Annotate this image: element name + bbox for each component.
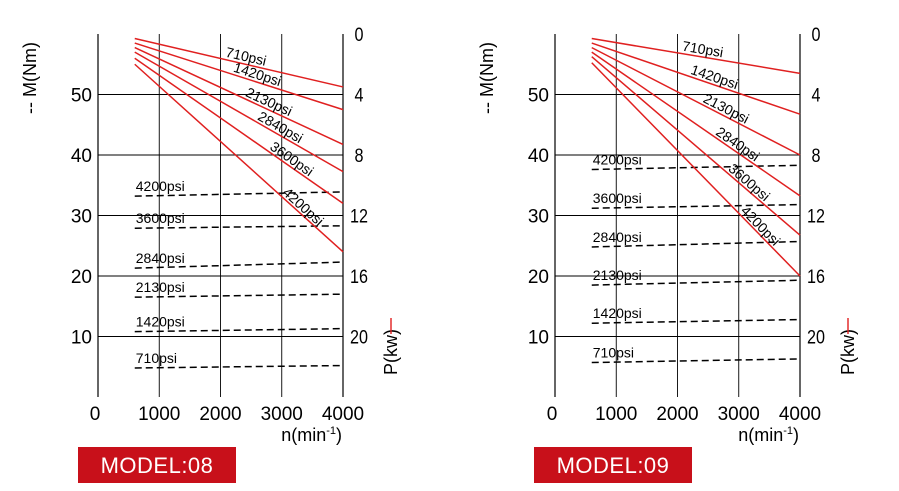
- right-y-tick-label: 8: [355, 145, 364, 167]
- x-tick-label: 0: [90, 404, 101, 425]
- torque-line-label: 3600psi: [593, 190, 642, 206]
- power-line-1420psi: [134, 42, 344, 111]
- left-y-axis-label: -- M(Nm): [477, 42, 497, 114]
- torque-line-4200psi: [134, 191, 344, 197]
- power-line-4200psi: [134, 63, 344, 253]
- y-tick-label: 50: [71, 86, 92, 107]
- torque-line-label: 3600psi: [136, 210, 185, 226]
- chart-panel-2: 10 20 30 40 50 0 4 8 12 16 20 0 1000 2000 3000 4000n(mi…: [477, 24, 858, 483]
- x-axis-label-main: n(min: [738, 425, 783, 445]
- right-y-tick-label: 0: [355, 24, 364, 46]
- right-y-tick-label: 12: [807, 205, 825, 227]
- torque-line-label: 2840psi: [593, 229, 642, 245]
- y-tick-label: 20: [71, 267, 92, 288]
- y-tick-label: 30: [71, 207, 92, 228]
- x-axis-label-close: ): [336, 425, 342, 445]
- x-tick-label: 1000: [138, 404, 180, 425]
- y-tick-label: 40: [528, 146, 549, 167]
- x-tick-label: 1000: [595, 404, 637, 425]
- torque-line-2130psi: [134, 293, 344, 298]
- torque-line-label: 1420psi: [136, 314, 185, 330]
- power-line-2130psi: [134, 46, 344, 146]
- right-y-tick-label: 20: [807, 326, 825, 348]
- x-axis-label: n(min-1): [281, 425, 342, 445]
- y-tick-label: 50: [528, 86, 549, 107]
- chart-panel-1: 10 20 30 40 50 0 4 8 12 16 20 0 1000 2000 3000 4000n(mi…: [20, 24, 401, 483]
- left-y-axis-label: -- M(Nm): [20, 42, 40, 114]
- power-line-3600psi: [591, 56, 801, 236]
- right-y-tick-label: 0: [812, 24, 821, 46]
- torque-line-3600psi: [591, 203, 801, 209]
- x-axis-label-exp: -1: [326, 425, 336, 437]
- torque-line-label: 2840psi: [136, 250, 185, 266]
- right-y-tick-label: 16: [350, 266, 368, 288]
- right-y-axis-label: P(kw): [381, 329, 401, 375]
- y-tick-label: 10: [71, 328, 92, 349]
- torque-line-label: 4200psi: [136, 178, 185, 194]
- x-tick-label: 2000: [656, 404, 698, 425]
- torque-line-1420psi: [134, 327, 344, 333]
- power-line-710psi: [134, 37, 344, 88]
- torque-line-label: 710psi: [136, 350, 177, 366]
- model-badge: [534, 447, 692, 483]
- y-tick-label: 40: [71, 146, 92, 167]
- power-line-label: 3600psi: [267, 138, 316, 179]
- torque-line-710psi: [134, 364, 344, 369]
- torque-line-label: 2130psi: [136, 279, 185, 295]
- x-axis-label-close: ): [793, 425, 799, 445]
- power-line-label: 2840psi: [713, 123, 762, 164]
- x-tick-label: 3000: [261, 404, 303, 425]
- torque-line-1420psi: [591, 318, 801, 324]
- power-line-1420psi: [591, 42, 801, 115]
- x-tick-label: 0: [547, 404, 558, 425]
- torque-line-label: 2130psi: [593, 267, 642, 283]
- model-badge-label: MODEL:08: [101, 453, 214, 478]
- right-y-tick-label: 20: [350, 326, 368, 348]
- torque-line-2840psi: [134, 261, 344, 269]
- torque-line-4200psi: [591, 164, 801, 171]
- right-y-tick-label: 4: [355, 84, 364, 106]
- power-line-2840psi: [591, 51, 801, 197]
- right-y-tick-label: 12: [350, 205, 368, 227]
- torque-line-label: 1420psi: [593, 305, 642, 321]
- power-line-label: 710psi: [681, 38, 724, 61]
- model-badge-label: MODEL:09: [557, 453, 670, 478]
- power-line-2840psi: [134, 51, 344, 173]
- right-y-tick-label: 8: [812, 145, 821, 167]
- torque-line-label: 710psi: [593, 345, 634, 361]
- model-badge: [78, 447, 236, 483]
- right-y-tick-label: 4: [812, 84, 821, 106]
- power-line-3600psi: [134, 57, 344, 205]
- power-line-710psi: [591, 37, 801, 75]
- right-y-axis-label: P(kw): [838, 329, 858, 375]
- right-y-tick-label: 16: [807, 266, 825, 288]
- x-tick-label: 3000: [718, 404, 760, 425]
- x-tick-label: 4000: [322, 404, 364, 425]
- torque-line-3600psi: [134, 225, 344, 229]
- x-axis-label: n(min-1): [738, 425, 799, 445]
- x-tick-label: 2000: [199, 404, 241, 425]
- power-line-4200psi: [591, 62, 801, 277]
- y-tick-label: 20: [528, 267, 549, 288]
- x-axis-label-main: n(min: [281, 425, 326, 445]
- x-axis-label-exp: -1: [783, 425, 793, 437]
- power-line-label: 4200psi: [280, 184, 327, 229]
- x-tick-label: 4000: [779, 404, 821, 425]
- torque-line-710psi: [591, 358, 801, 364]
- torque-line-label: 4200psi: [593, 152, 642, 168]
- power-line-label: 1420psi: [689, 61, 741, 92]
- power-line-2130psi: [591, 46, 801, 156]
- y-tick-label: 10: [528, 328, 549, 349]
- torque-line-2130psi: [591, 279, 801, 286]
- torque-line-2840psi: [591, 240, 801, 248]
- y-tick-label: 30: [528, 207, 549, 228]
